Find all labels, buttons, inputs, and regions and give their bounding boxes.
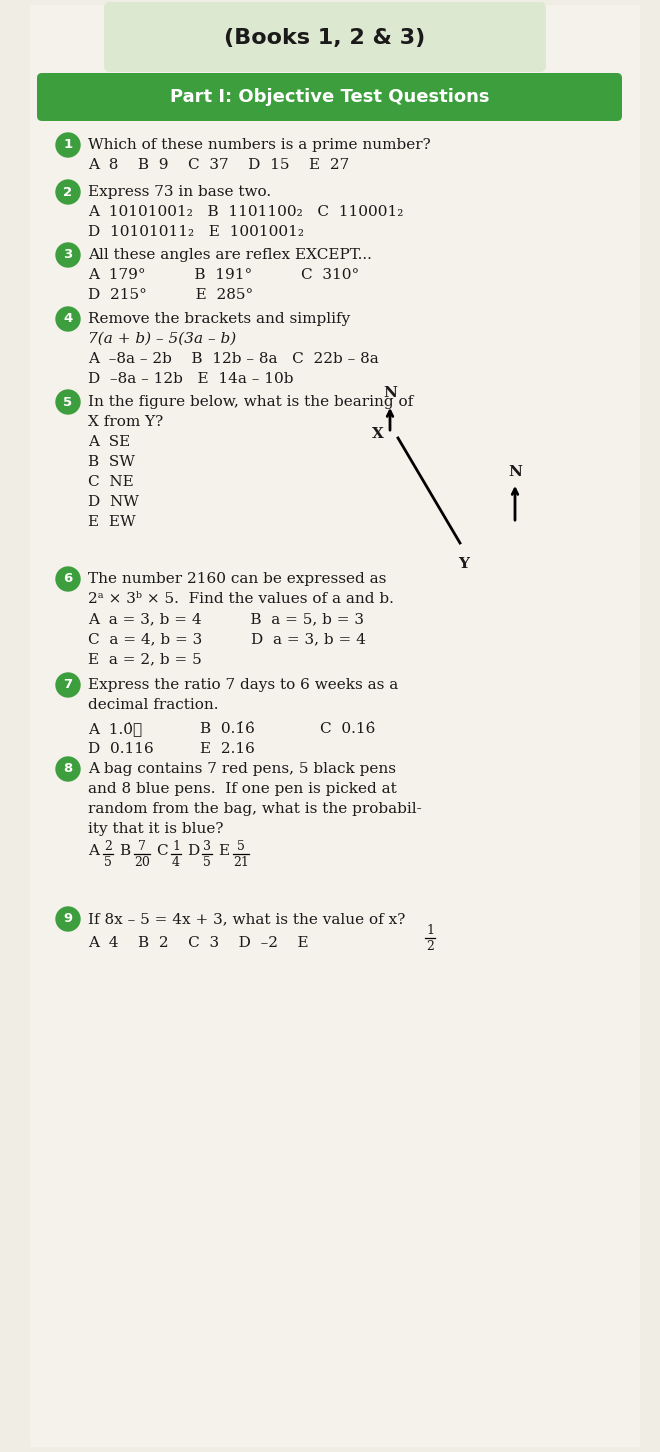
FancyBboxPatch shape	[30, 4, 640, 1448]
Text: A  4    B  2    C  3    D  –2    E: A 4 B 2 C 3 D –2 E	[88, 937, 318, 950]
Text: Part I: Objective Test Questions: Part I: Objective Test Questions	[170, 89, 490, 106]
Circle shape	[56, 756, 80, 781]
Text: Y: Y	[459, 558, 469, 571]
Text: A  10101001₂   B  1101100₂   C  110001₂: A 10101001₂ B 1101100₂ C 110001₂	[88, 205, 403, 219]
Circle shape	[56, 306, 80, 331]
Text: E: E	[218, 844, 229, 858]
Text: 2: 2	[426, 939, 434, 953]
Text: D  10101011₂   E  1001001₂: D 10101011₂ E 1001001₂	[88, 225, 304, 240]
Text: A  1.0̇ͦ: A 1.0̇ͦ	[88, 722, 142, 736]
Text: D  215°          E  285°: D 215° E 285°	[88, 287, 253, 302]
Text: 5: 5	[63, 395, 73, 408]
Text: 3: 3	[203, 839, 211, 852]
Text: E  EW: E EW	[88, 515, 135, 529]
Text: D  0.116: D 0.116	[88, 742, 154, 756]
Text: 5: 5	[237, 839, 245, 852]
Text: A  SE: A SE	[88, 436, 130, 449]
Text: 5: 5	[203, 855, 211, 868]
Text: A  8    B  9    C  37    D  15    E  27: A 8 B 9 C 37 D 15 E 27	[88, 158, 349, 171]
Text: 7: 7	[138, 839, 146, 852]
Circle shape	[56, 242, 80, 267]
FancyBboxPatch shape	[104, 1, 546, 73]
Text: 1: 1	[63, 138, 73, 151]
Text: 1: 1	[426, 923, 434, 937]
Text: 9: 9	[63, 912, 73, 925]
Text: E  2.16: E 2.16	[200, 742, 255, 756]
Text: In the figure below, what is the bearing of: In the figure below, what is the bearing…	[88, 395, 413, 409]
Text: X from Y?: X from Y?	[88, 415, 163, 428]
Text: 1: 1	[172, 839, 180, 852]
Text: All these angles are reflex EXCEPT...: All these angles are reflex EXCEPT...	[88, 248, 372, 261]
Text: X: X	[372, 427, 384, 441]
Text: A bag contains 7 red pens, 5 black pens: A bag contains 7 red pens, 5 black pens	[88, 762, 396, 775]
Text: C  0.16̇: C 0.16̇	[320, 722, 376, 736]
Text: 21: 21	[233, 855, 249, 868]
Text: decimal fraction.: decimal fraction.	[88, 698, 218, 711]
Circle shape	[56, 908, 80, 931]
Text: A  a = 3, b = 4          B  a = 5, b = 3: A a = 3, b = 4 B a = 5, b = 3	[88, 611, 364, 626]
Text: Express the ratio 7 days to 6 weeks as a: Express the ratio 7 days to 6 weeks as a	[88, 678, 398, 693]
Text: Which of these numbers is a prime number?: Which of these numbers is a prime number…	[88, 138, 431, 152]
Text: 2: 2	[63, 186, 73, 199]
Text: E  a = 2, b = 5: E a = 2, b = 5	[88, 652, 202, 666]
Circle shape	[56, 391, 80, 414]
Text: (Books 1, 2 & 3): (Books 1, 2 & 3)	[224, 28, 426, 48]
Text: 3: 3	[63, 248, 73, 261]
Circle shape	[56, 180, 80, 203]
Text: N: N	[508, 465, 522, 479]
Text: C  NE: C NE	[88, 475, 134, 489]
Text: 6: 6	[63, 572, 73, 585]
Text: D  NW: D NW	[88, 495, 139, 510]
Text: ity that it is blue?: ity that it is blue?	[88, 822, 224, 836]
Text: A  –8a – 2b    B  12b – 8a   C  22b – 8a: A –8a – 2b B 12b – 8a C 22b – 8a	[88, 351, 379, 366]
Text: and 8 blue pens.  If one pen is picked at: and 8 blue pens. If one pen is picked at	[88, 783, 397, 796]
Circle shape	[56, 134, 80, 157]
Text: The number 2160 can be expressed as: The number 2160 can be expressed as	[88, 572, 386, 587]
Text: A: A	[88, 844, 99, 858]
Text: B  SW: B SW	[88, 454, 135, 469]
Text: 7: 7	[63, 678, 73, 691]
Text: 7(a + b) – 5(3a – b): 7(a + b) – 5(3a – b)	[88, 333, 236, 346]
Text: 5: 5	[104, 855, 112, 868]
Text: 4: 4	[172, 855, 180, 868]
Text: C: C	[156, 844, 168, 858]
Text: random from the bag, what is the probabil-: random from the bag, what is the probabi…	[88, 802, 422, 816]
Text: N: N	[383, 386, 397, 399]
Text: If 8x – 5 = 4x + 3, what is the value of x?: If 8x – 5 = 4x + 3, what is the value of…	[88, 912, 405, 926]
Text: Express 73 in base two.: Express 73 in base two.	[88, 184, 271, 199]
Text: A  179°          B  191°          C  310°: A 179° B 191° C 310°	[88, 269, 359, 282]
FancyBboxPatch shape	[37, 73, 622, 121]
Text: B  0.1̇6̇: B 0.1̇6̇	[200, 722, 255, 736]
Text: C  a = 4, b = 3          D  a = 3, b = 4: C a = 4, b = 3 D a = 3, b = 4	[88, 632, 366, 646]
Text: 2ᵃ × 3ᵇ × 5.  Find the values of a and b.: 2ᵃ × 3ᵇ × 5. Find the values of a and b.	[88, 592, 394, 605]
Text: Remove the brackets and simplify: Remove the brackets and simplify	[88, 312, 350, 327]
Circle shape	[56, 566, 80, 591]
Text: 8: 8	[63, 762, 73, 775]
Text: B: B	[119, 844, 130, 858]
Text: 20: 20	[134, 855, 150, 868]
Text: 4: 4	[63, 312, 73, 325]
Text: 2: 2	[104, 839, 112, 852]
Text: D  –8a – 12b   E  14a – 10b: D –8a – 12b E 14a – 10b	[88, 372, 294, 386]
Circle shape	[56, 672, 80, 697]
Text: D: D	[187, 844, 199, 858]
